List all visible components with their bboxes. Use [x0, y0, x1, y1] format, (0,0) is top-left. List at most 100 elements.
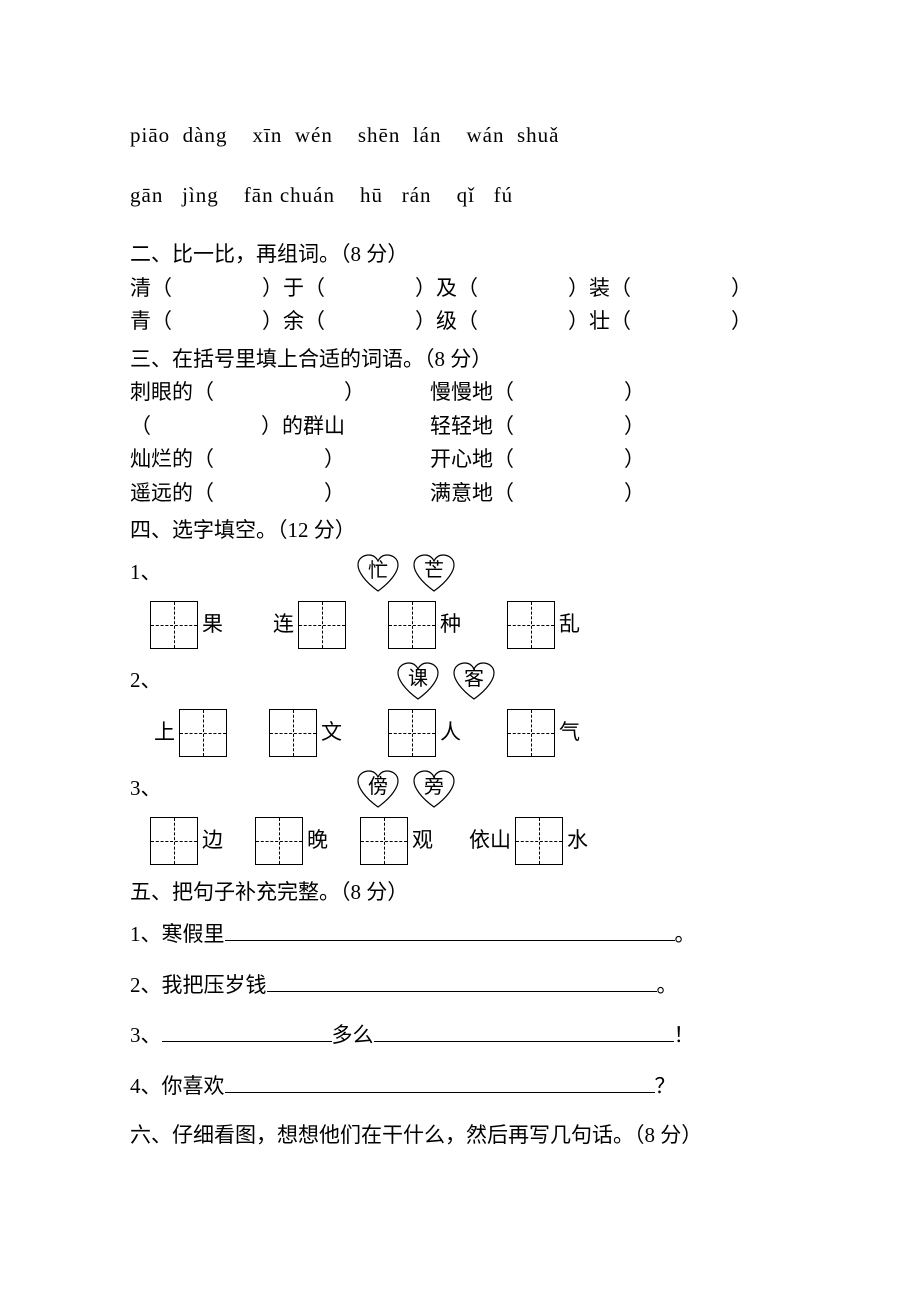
box-label: 依山 [469, 825, 511, 857]
prompt: 灿烂的 [130, 447, 193, 471]
char: 于 [283, 276, 304, 300]
tianzige-box [388, 709, 436, 757]
pinyin-word: wén [295, 123, 333, 147]
prompt: 刺眼的 [130, 380, 193, 404]
box-label: 观 [412, 825, 433, 857]
char: 清 [130, 276, 151, 300]
group-num: 3、 [130, 773, 170, 805]
choice-char: 傍 [368, 772, 388, 802]
pinyin-word: rán [402, 183, 432, 207]
item-num: 3、 [130, 1023, 162, 1047]
box-label: 乱 [559, 609, 580, 641]
section-3-row-2: （）的群山 轻轻地（） [130, 411, 790, 443]
box-label: 边 [202, 825, 223, 857]
pinyin-word: shēn [358, 123, 401, 147]
group-num: 2、 [130, 665, 170, 697]
char: 装 [589, 276, 610, 300]
blank-line [162, 1019, 332, 1042]
choice-char: 芒 [424, 556, 444, 586]
section-4-group-3-choices: 3、 傍 旁 [130, 769, 790, 809]
box-label: 种 [440, 609, 461, 641]
tianzige-box [150, 601, 198, 649]
prompt: 的群山 [282, 414, 345, 438]
section-5-item-3: 3、 多么 ！ [130, 1019, 790, 1052]
section-3-row-3: 灿烂的（） 开心地（） [130, 444, 790, 476]
pinyin-word: qǐ [457, 183, 475, 207]
choice-char: 忙 [368, 556, 388, 586]
prompt: 轻轻地 [430, 414, 493, 438]
heart-icon: 旁 [412, 769, 456, 809]
box-label: 果 [202, 609, 223, 641]
section-3-row-1: 刺眼的（） 慢慢地（） [130, 377, 790, 409]
blank-line [225, 918, 675, 941]
end-punc: ？ [655, 1071, 676, 1103]
pinyin-word: xīn [252, 123, 282, 147]
pinyin-row-2: gān jìng fān chuán hū rán qǐ fú [130, 180, 790, 212]
pinyin-word: lán [413, 123, 442, 147]
choice-char: 客 [464, 664, 484, 694]
tianzige-box [269, 709, 317, 757]
box-label: 人 [440, 717, 461, 749]
section-6-title: 六、仔细看图，想想他们在干什么，然后再写几句话。（8 分） [130, 1120, 790, 1152]
blank-line [374, 1019, 674, 1042]
section-3-title: 三、在括号里填上合适的词语。（8 分） [130, 344, 790, 376]
end-punc: ！ [674, 1020, 695, 1052]
item-num: 4、 [130, 1074, 162, 1098]
box-label: 水 [567, 825, 588, 857]
section-4-group-1-boxes: 果 连 种 乱 [130, 601, 790, 649]
box-label: 气 [559, 717, 580, 749]
end-punc: 。 [675, 919, 696, 951]
section-4-title: 四、选字填空。（12 分） [130, 515, 790, 547]
char: 青 [130, 309, 151, 333]
blank-line [225, 1070, 655, 1093]
tianzige-box [388, 601, 436, 649]
item-before: 我把压岁钱 [162, 973, 267, 997]
tianzige-box [150, 817, 198, 865]
char: 壮 [589, 309, 610, 333]
heart-icon: 芒 [412, 553, 456, 593]
tianzige-box [298, 601, 346, 649]
section-5-item-1: 1、寒假里 。 [130, 918, 790, 951]
group-num: 1、 [130, 557, 170, 589]
box-label: 文 [321, 717, 342, 749]
section-5-item-2: 2、我把压岁钱。 [130, 969, 790, 1002]
pinyin-word: gān [130, 183, 163, 207]
item-num: 2、 [130, 973, 162, 997]
section-4-group-2-boxes: 上 文 人 气 [130, 709, 790, 757]
item-before: 你喜欢 [162, 1074, 225, 1098]
tianzige-box [515, 817, 563, 865]
pinyin-word: jìng [182, 183, 219, 207]
tianzige-box [360, 817, 408, 865]
tianzige-box [179, 709, 227, 757]
choice-char: 旁 [424, 772, 444, 802]
pinyin-word: dàng [183, 123, 228, 147]
char: 余 [283, 309, 304, 333]
pinyin-word: shuǎ [517, 123, 560, 147]
tianzige-box [507, 601, 555, 649]
char: 及 [436, 276, 457, 300]
section-4-group-2-choices: 2、 课 客 [130, 661, 790, 701]
pinyin-row-1: piāo dàng xīn wén shēn lán wán shuǎ [130, 120, 790, 152]
box-label: 晚 [307, 825, 328, 857]
char: 级 [436, 309, 457, 333]
choice-char: 课 [408, 664, 428, 694]
section-2-title: 二、比一比，再组词。（8 分） [130, 239, 790, 271]
item-num: 1、 [130, 922, 162, 946]
section-2-row-1: 清（）于（）及（）装（） [130, 273, 790, 305]
box-label: 上 [154, 717, 175, 749]
item-before: 寒假里 [162, 922, 225, 946]
item-mid: 多么 [332, 1023, 374, 1047]
heart-icon: 忙 [356, 553, 400, 593]
tianzige-box [507, 709, 555, 757]
section-3-row-4: 遥远的（） 满意地（） [130, 478, 790, 510]
pinyin-word: chuán [280, 183, 335, 207]
section-5-item-4: 4、你喜欢 ？ [130, 1070, 790, 1103]
box-label: 连 [273, 609, 294, 641]
pinyin-word: wán [466, 123, 504, 147]
pinyin-word: fān [244, 183, 274, 207]
prompt: 慢慢地 [430, 380, 493, 404]
section-5-title: 五、把句子补充完整。（8 分） [130, 877, 790, 909]
prompt: 满意地 [430, 481, 493, 505]
tianzige-box [255, 817, 303, 865]
pinyin-word: piāo [130, 123, 170, 147]
